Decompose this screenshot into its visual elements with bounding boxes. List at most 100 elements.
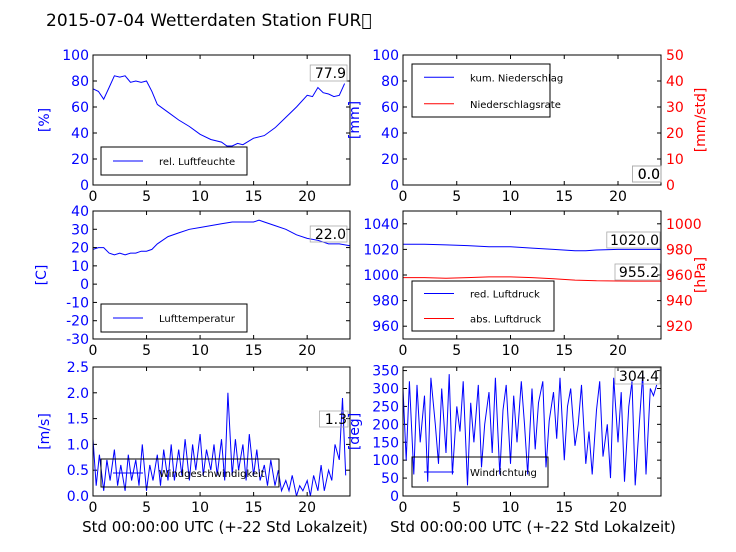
series-line-windrichtung (403, 374, 658, 486)
y2-tick-label: 10 (666, 152, 684, 168)
y-tick-label: 2.5 (67, 360, 89, 376)
x-tick-label: 5 (142, 189, 151, 205)
series-line-red-luftdruck (403, 243, 661, 252)
series-line-rel-luftfeuchte (93, 75, 346, 147)
y-tick-label: 100 (62, 48, 89, 64)
y-tick-label: 0.0 (67, 489, 89, 505)
y-axis-label: [%] (37, 108, 53, 132)
y-axis-label: [deg] (347, 413, 363, 450)
x-tick-label: 5 (452, 500, 461, 516)
y-tick-label: -30 (66, 332, 89, 348)
y2-tick-label: 960 (666, 268, 693, 284)
current-value-box (318, 410, 349, 428)
x-axis-label-left: Std 00:00:00 UTC (+-22 Std Lokalzeit) (82, 518, 368, 536)
x-tick-label: 0 (89, 343, 98, 359)
y-tick-label: -10 (66, 295, 89, 311)
y-tick-label: 1020 (363, 242, 399, 258)
legend-label: Niederschlagsrate (470, 100, 561, 111)
y-tick-label: 20 (71, 241, 89, 257)
legend-box (411, 280, 555, 332)
y-tick-label: 40 (71, 126, 89, 142)
x-tick-label: 0 (89, 500, 98, 516)
x-tick-label: 15 (555, 189, 573, 205)
y2-tick-label: 0 (666, 178, 675, 194)
y2-tick-label: 920 (666, 319, 693, 335)
legend-label: kum. Niederschlag (470, 73, 563, 84)
y2-tick-label: 30 (666, 100, 684, 116)
x-tick-label: 15 (245, 189, 263, 205)
x-tick-label: 0 (399, 500, 408, 516)
y-tick-label: 250 (372, 399, 399, 415)
plot-frame (402, 54, 662, 186)
x-tick-label: 5 (142, 500, 151, 516)
legend-box (100, 146, 248, 176)
legend-label: red. Luftdruck (470, 290, 540, 301)
legend: Lufttemperatur (100, 303, 248, 333)
y-axis-label: [mm] (347, 101, 363, 139)
series-line-abs-luftdruck (403, 276, 661, 282)
current-value-box (614, 367, 661, 385)
panel-direction: 0 5 10 15 20050100150200250300350[deg]Windri… (347, 364, 662, 516)
y-tick-label: 1040 (363, 217, 399, 233)
x-axis-label-right: Std 00:00:00 UTC (+-22 Std Lokalzeit) (390, 518, 676, 536)
plot-frame (92, 366, 351, 497)
x-tick-label: 15 (555, 500, 573, 516)
x-tick-label: 20 (609, 500, 627, 516)
y2-tick-label: 50 (666, 48, 684, 64)
y-tick-label: 0 (80, 277, 89, 293)
x-tick-label: 0 (399, 343, 408, 359)
x-tick-label: 10 (502, 343, 520, 359)
y-tick-label: 20 (381, 152, 399, 168)
legend-label: Windrichtung (470, 468, 537, 479)
x-tick-label: 20 (609, 343, 627, 359)
x-tick-label: 15 (245, 500, 263, 516)
y-tick-label: 980 (372, 294, 399, 310)
y-axis-label: [m/s] (37, 413, 53, 450)
plot-frame (402, 366, 662, 497)
current-value-label: 0.0 (638, 167, 660, 183)
y2-tick-label: 1000 (666, 217, 702, 233)
legend: kum. Niederschlag Niederschlagsrate (411, 63, 563, 118)
y-tick-label: 200 (372, 417, 399, 433)
y-tick-label: 1.0 (67, 437, 89, 453)
x-tick-label: 20 (298, 500, 316, 516)
x-tick-label: 10 (502, 500, 520, 516)
current-value-box (632, 165, 662, 183)
panel-humidity: 0 5 10 15 20 0 20 40 60 80 100 [%] rel. Luftfeuchte 7… (37, 48, 351, 205)
x-tick-label: 20 (609, 189, 627, 205)
y2-tick-label: 40 (666, 74, 684, 90)
y-axis-label: [C] (34, 265, 50, 286)
legend-box (411, 63, 551, 118)
y-tick-label: 10 (71, 259, 89, 275)
y-tick-label: 60 (71, 100, 89, 116)
current-value-box (614, 263, 661, 281)
current-value-label: 955.2 (619, 265, 659, 281)
y2-axis-label: [mm/std] (693, 88, 709, 153)
y-tick-label: 0 (390, 489, 399, 505)
legend-label: rel. Luftfeuchte (159, 157, 235, 168)
x-tick-label: 10 (191, 343, 209, 359)
current-value-label: 0.0 (638, 167, 660, 183)
y-tick-label: 2.0 (67, 386, 89, 402)
x-tick-label: 5 (452, 189, 461, 205)
x-tick-label: 0 (399, 189, 408, 205)
plot-frame (402, 210, 662, 340)
panel-rain: 0 5 10 15 20 0 20 40 60 80 100 0 10 20 30 40 50 [mm] [mm/s… (347, 48, 709, 205)
legend-box (100, 458, 280, 488)
x-tick-label: 10 (191, 189, 209, 205)
y-tick-label: 30 (71, 222, 89, 238)
current-value-label: 304.4 (619, 369, 659, 385)
y-tick-label: 40 (381, 126, 399, 142)
legend-label: Windgeschwindigkeit (159, 469, 265, 480)
figure-title: 2015-07-04 Wetterdaten Station FUR  (46, 11, 372, 31)
x-tick-label: 15 (555, 343, 573, 359)
current-value-box (309, 225, 348, 243)
y-tick-label: 300 (372, 382, 399, 398)
y-tick-label: 0 (80, 178, 89, 194)
y2-axis-label: [hPa] (693, 257, 709, 293)
legend-label: Lufttemperatur (159, 314, 236, 325)
x-tick-label: 15 (245, 343, 263, 359)
y-tick-label: 20 (71, 152, 89, 168)
y-tick-label: 60 (381, 100, 399, 116)
y2-tick-label: 20 (666, 126, 684, 142)
